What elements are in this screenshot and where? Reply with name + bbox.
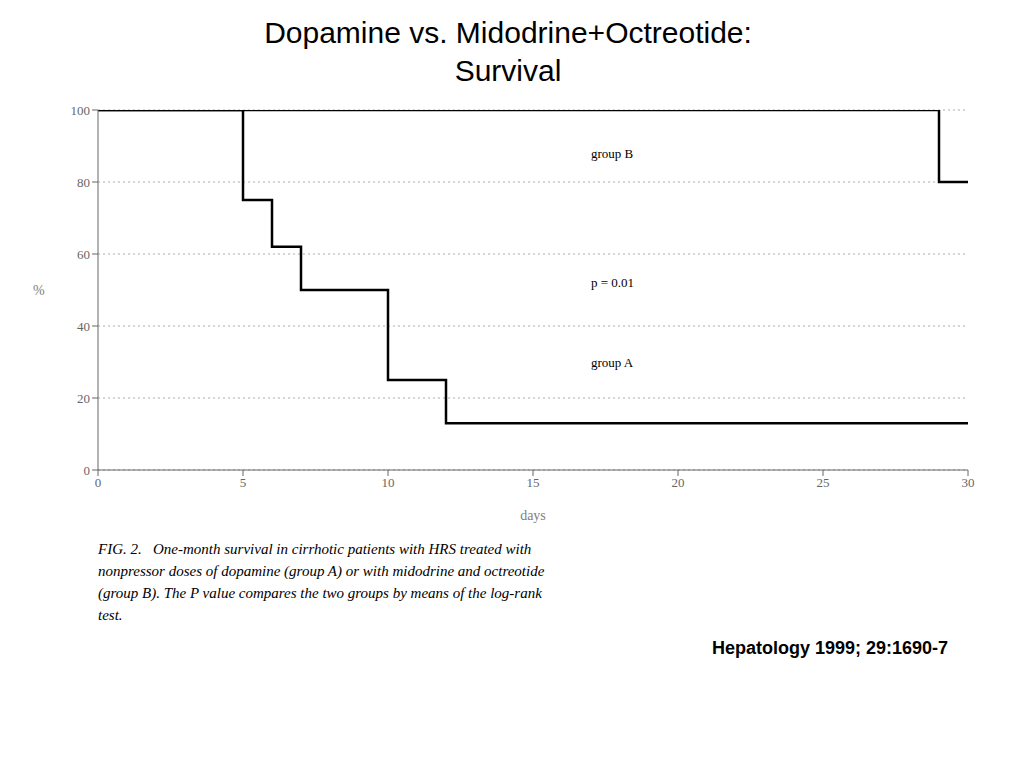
svg-text:80: 80 bbox=[77, 175, 90, 190]
html-text:nonpressor doses of dopamine (: nonpressor doses of dopamine (group A) o… bbox=[98, 563, 545, 579]
svg-text:100: 100 bbox=[71, 103, 91, 118]
svg-text:p = 0.01: p = 0.01 bbox=[591, 275, 634, 290]
html-text:FIG. 2. One-month survival in: FIG. 2. One-month survival in cirrhotic … bbox=[98, 541, 532, 557]
svg-text:30: 30 bbox=[962, 475, 975, 490]
svg-text:0: 0 bbox=[95, 475, 102, 490]
svg-text:15: 15 bbox=[527, 475, 540, 490]
svg-text:20: 20 bbox=[672, 475, 685, 490]
svg-text:10: 10 bbox=[382, 475, 395, 490]
html-text:(group B). The P value compare: (group B). The P value compares the two … bbox=[98, 585, 542, 601]
svg-text:0: 0 bbox=[84, 463, 91, 478]
html-text:Dopamine vs. Midodrine+Octreot: Dopamine vs. Midodrine+Octreotide: bbox=[264, 16, 752, 49]
html-text:test.: test. bbox=[98, 607, 123, 623]
svg-text:60: 60 bbox=[77, 247, 90, 262]
svg-text:days: days bbox=[520, 508, 546, 523]
svg-text:%: % bbox=[33, 283, 45, 298]
svg-text:20: 20 bbox=[77, 391, 90, 406]
svg-text:group A: group A bbox=[591, 355, 634, 370]
svg-text:5: 5 bbox=[240, 475, 247, 490]
svg-text:40: 40 bbox=[77, 319, 90, 334]
html-text:Survival: Survival bbox=[454, 54, 562, 87]
html-text:Hepatology 1999; 29:1690-7: Hepatology 1999; 29:1690-7 bbox=[711, 638, 948, 658]
svg-text:group B: group B bbox=[591, 146, 634, 161]
svg-text:25: 25 bbox=[817, 475, 830, 490]
